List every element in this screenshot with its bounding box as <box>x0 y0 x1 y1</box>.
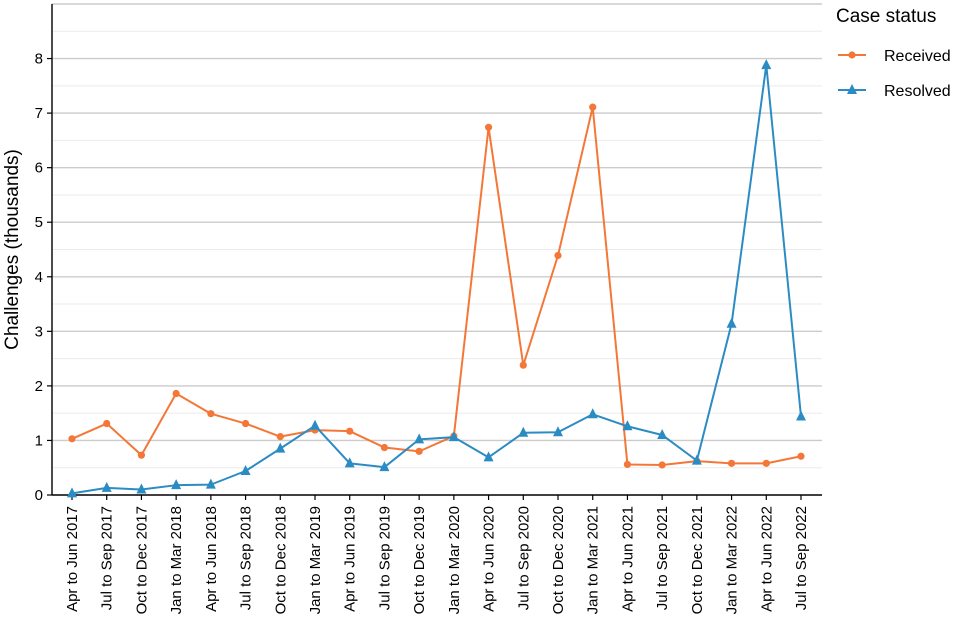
resolved-point <box>657 428 668 439</box>
resolved-point <box>101 481 112 492</box>
received-point <box>380 443 389 452</box>
x-tick-label: Jul to Sep 2021 <box>654 506 671 610</box>
received-point <box>589 103 597 111</box>
received-point <box>346 427 354 435</box>
series-resolved <box>67 59 806 498</box>
x-tick-label: Jan to Mar 2021 <box>585 506 602 614</box>
series <box>67 59 806 498</box>
resolved-point <box>379 461 390 472</box>
y-tick-label: 4 <box>35 269 43 286</box>
received-point <box>276 433 284 441</box>
received-point <box>137 451 146 459</box>
resolved-point <box>483 451 494 462</box>
resolved-point <box>275 442 286 453</box>
x-tick-labels: Apr to Jun 2017 Jul to Sep 2017 Oct to Dec… <box>64 495 810 614</box>
received-line <box>71 106 802 466</box>
legend: Case status Received Resolved <box>836 6 951 100</box>
x-tick-label: Jul to Sep 2019 <box>376 506 393 610</box>
resolved-point <box>310 419 320 430</box>
y-tick-label: 1 <box>35 432 43 449</box>
received-point <box>103 419 111 428</box>
x-tick-label: Apr to Jun 2019 <box>342 506 359 612</box>
received-point <box>727 459 736 467</box>
x-tick-label: Apr to Jun 2022 <box>758 506 775 612</box>
received-point <box>207 410 215 418</box>
series-received <box>68 103 805 469</box>
received-point <box>415 447 423 455</box>
resolved-point <box>171 479 182 490</box>
x-tick-label: Jul to Sep 2022 <box>793 506 810 610</box>
received-point <box>797 452 805 460</box>
x-tick-label: Oct to Dec 2020 <box>550 506 567 614</box>
y-tick-labels: 0 1 2 3 4 5 6 7 8 <box>35 51 52 504</box>
y-axis-title: Challenges (thousands) <box>2 149 23 350</box>
resolved-point <box>136 483 147 494</box>
y-tick-label: 2 <box>35 378 43 395</box>
legend-title: Case status <box>836 6 936 27</box>
resolved-point <box>691 454 702 465</box>
received-point <box>658 461 666 469</box>
legend-resolved-marker <box>847 84 857 94</box>
legend-label: Received <box>884 48 951 65</box>
x-tick-label: Jul to Sep 2017 <box>99 506 116 610</box>
resolved-line <box>71 64 802 495</box>
x-tick-label: Oct to Dec 2019 <box>411 506 428 614</box>
y-tick-label: 0 <box>35 487 43 504</box>
legend-item-resolved: Resolved <box>838 83 951 100</box>
x-tick-label: Apr to Jun 2017 <box>64 506 81 612</box>
received-point <box>554 251 562 260</box>
resolved-point <box>622 420 633 431</box>
resolved-point <box>67 487 77 498</box>
x-tick-label: Jan to Mar 2018 <box>168 506 185 614</box>
x-tick-label: Apr to Jun 2020 <box>481 506 498 612</box>
legend-item-received: Received <box>838 48 951 65</box>
y-tick-label: 5 <box>35 214 43 231</box>
x-tick-label: Jan to Mar 2020 <box>446 506 463 614</box>
x-tick-label: Jan to Mar 2019 <box>307 506 324 614</box>
y-tick-label: 7 <box>35 105 43 122</box>
legend-items: Received Resolved <box>838 48 951 100</box>
x-tick-label: Jul to Sep 2020 <box>515 506 532 610</box>
resolved-point <box>414 433 425 444</box>
resolved-point <box>518 426 529 437</box>
legend-received-marker <box>848 51 856 59</box>
x-tick-label: Oct to Dec 2017 <box>133 506 150 614</box>
x-tick-label: Apr to Jun 2021 <box>619 506 636 612</box>
received-point <box>484 123 493 131</box>
resolved-point <box>587 408 598 419</box>
legend-label: Resolved <box>884 83 951 100</box>
y-tick-label: 3 <box>35 323 43 340</box>
resolved-point <box>205 478 216 489</box>
received-point <box>68 435 76 443</box>
resolved-point <box>796 410 806 421</box>
x-tick-label: Jul to Sep 2018 <box>238 506 255 610</box>
received-point <box>623 460 632 469</box>
y-tick-label: 8 <box>35 51 43 68</box>
y-tick-label: 6 <box>35 160 43 177</box>
x-tick-label: Jan to Mar 2022 <box>724 506 741 614</box>
resolved-point <box>726 317 737 328</box>
axes <box>51 4 822 496</box>
resolved-point <box>761 59 772 70</box>
resolved-point <box>344 457 355 468</box>
resolved-point <box>240 464 251 475</box>
received-point <box>172 389 180 398</box>
x-tick-label: Apr to Jun 2018 <box>203 506 220 612</box>
resolved-point <box>553 426 563 437</box>
received-point <box>762 459 770 467</box>
resolved-point <box>448 431 459 442</box>
received-point <box>519 361 527 369</box>
received-point <box>241 419 250 428</box>
gridlines <box>52 3 822 469</box>
x-tick-label: Oct to Dec 2021 <box>689 506 706 614</box>
x-tick-label: Oct to Dec 2018 <box>272 506 289 614</box>
